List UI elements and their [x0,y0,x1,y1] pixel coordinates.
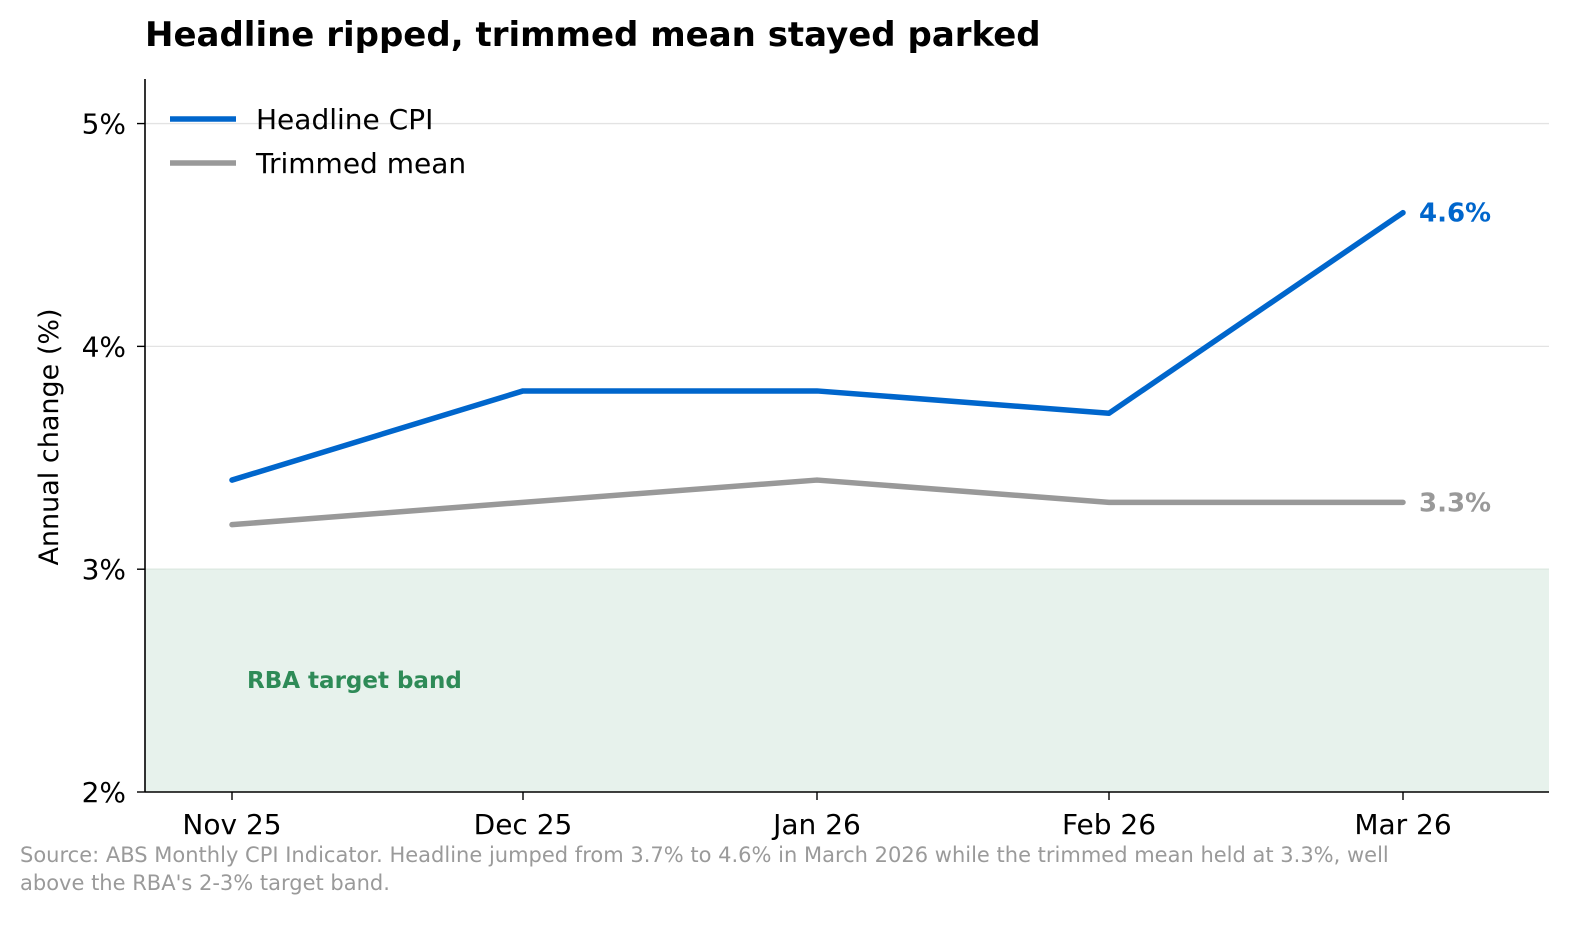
y-axis-label: Annual change (%) [34,308,65,565]
y-tick-label: 4% [82,330,126,363]
x-tick-label: Feb 26 [1062,808,1156,841]
x-tick-label: Dec 25 [474,808,573,841]
legend-label: Trimmed mean [255,147,466,180]
x-tick-label: Mar 26 [1354,808,1451,841]
series-line-headline-cpi [229,209,1406,483]
x-tick-label: Jan 26 [771,808,861,841]
legend-label: Headline CPI [256,103,433,136]
y-tick-label: 3% [82,553,126,586]
end-label-headline-cpi: 4.6% [1419,199,1491,229]
y-tick-label: 5% [82,108,126,141]
y-tick-label: 2% [82,776,126,809]
end-label-trimmed-mean: 3.3% [1419,488,1491,518]
target-band [145,569,1549,792]
source-note: Source: ABS Monthly CPI Indicator. Headl… [20,843,1389,895]
x-tick-label: Nov 25 [182,808,281,841]
target-band-label: RBA target band [247,668,462,694]
plot-area: RBA target band 2% 3% 4% 5% Nov 25 Dec 25 Jan 2… [82,79,1549,841]
chart-title: Headline ripped, trimmed mean stayed par… [145,15,1041,55]
series-line-trimmed-mean [229,477,1406,528]
